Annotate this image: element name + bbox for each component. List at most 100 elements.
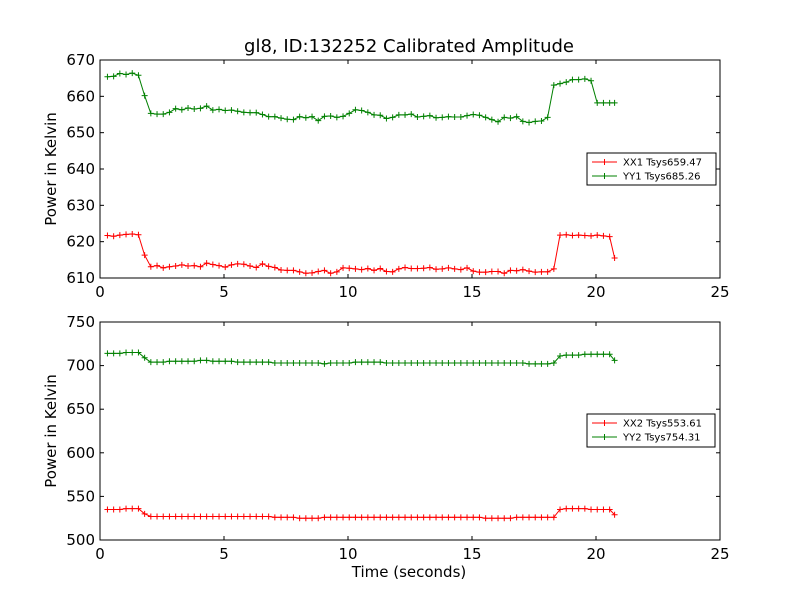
data-point <box>538 118 545 125</box>
data-point <box>488 515 495 522</box>
data-point <box>519 514 526 521</box>
data-point <box>340 113 347 120</box>
data-point <box>457 266 464 273</box>
data-point <box>178 358 185 365</box>
data-point <box>439 265 446 272</box>
data-point <box>278 514 285 521</box>
data-point <box>129 505 136 512</box>
y-tick-label: 630 <box>66 196 95 214</box>
data-point <box>290 359 297 366</box>
data-point <box>519 266 526 273</box>
series-line-1-2 <box>107 72 615 124</box>
data-point <box>482 114 489 121</box>
data-point <box>172 263 179 270</box>
data-point <box>346 265 353 272</box>
data-point <box>123 505 130 512</box>
data-point <box>439 514 446 521</box>
chart-title: gl8, ID:132252 Calibrated Amplitude <box>244 36 574 57</box>
data-point <box>166 358 173 365</box>
data-point <box>426 514 433 521</box>
data-point <box>501 270 508 277</box>
legend-label: YY1 Tsys685.26 <box>622 172 701 183</box>
data-point <box>253 109 260 116</box>
data-point <box>557 232 564 239</box>
data-point <box>271 514 278 521</box>
data-point <box>439 114 446 121</box>
data-point <box>234 260 241 267</box>
data-point <box>234 359 241 366</box>
legend-box <box>586 413 716 448</box>
data-point <box>507 115 514 122</box>
data-point <box>513 113 520 120</box>
data-point <box>135 505 142 512</box>
x-tick-label: 20 <box>586 545 605 563</box>
data-point <box>358 514 365 521</box>
data-point <box>476 514 483 521</box>
data-point <box>129 231 136 238</box>
data-point <box>420 359 427 366</box>
data-point <box>110 233 117 240</box>
data-point <box>116 350 123 357</box>
data-point <box>216 513 223 520</box>
data-point <box>129 349 136 356</box>
data-point <box>141 354 148 361</box>
x-tick-label: 25 <box>710 545 729 563</box>
data-point <box>371 267 378 274</box>
data-point <box>290 514 297 521</box>
legend-label: YY2 Tsys754.31 <box>622 433 701 444</box>
data-point <box>240 261 247 268</box>
data-point <box>104 73 111 80</box>
data-point <box>557 353 564 360</box>
data-point <box>420 113 427 120</box>
x-tick-label: 0 <box>95 545 105 563</box>
data-point <box>141 92 148 99</box>
data-point <box>588 351 595 358</box>
data-point <box>526 268 533 275</box>
data-point <box>414 114 421 121</box>
y-tick-label: 620 <box>66 233 95 251</box>
data-point <box>544 360 551 367</box>
y-tick-label: 600 <box>66 444 95 462</box>
data-point <box>296 113 303 120</box>
data-point <box>191 513 198 520</box>
data-point <box>389 359 396 366</box>
data-point <box>544 514 551 521</box>
legend-label: XX1 Tsys659.47 <box>623 158 702 169</box>
data-point <box>364 359 371 366</box>
data-point <box>544 268 551 275</box>
data-point <box>600 506 607 513</box>
data-point <box>154 111 161 118</box>
x-tick-label: 10 <box>338 545 357 563</box>
data-point <box>538 360 545 367</box>
data-point <box>197 513 204 520</box>
y-tick-label: 670 <box>66 51 95 69</box>
data-point <box>309 515 316 522</box>
legend-marker <box>601 159 608 165</box>
data-point <box>482 269 489 276</box>
data-point <box>247 109 254 116</box>
data-point <box>414 514 421 521</box>
data-point <box>203 513 210 520</box>
data-point <box>408 265 415 272</box>
y-tick-label: 650 <box>66 400 95 418</box>
data-point <box>395 514 402 521</box>
data-point <box>581 505 588 512</box>
data-point <box>408 111 415 118</box>
data-point <box>364 514 371 521</box>
data-point <box>569 352 576 359</box>
data-point <box>550 82 557 89</box>
data-point <box>383 115 390 122</box>
y-tick-label: 650 <box>66 124 95 142</box>
data-point <box>507 515 514 522</box>
data-point <box>532 514 539 521</box>
data-point <box>104 232 111 239</box>
legend-marker <box>601 434 608 440</box>
data-point <box>259 359 266 366</box>
data-point <box>284 359 291 366</box>
data-point <box>594 506 601 513</box>
data-point <box>160 111 167 118</box>
data-point <box>327 514 334 521</box>
legend-label: XX2 Tsys553.61 <box>623 419 702 430</box>
data-point <box>147 110 154 117</box>
data-point <box>346 514 353 521</box>
